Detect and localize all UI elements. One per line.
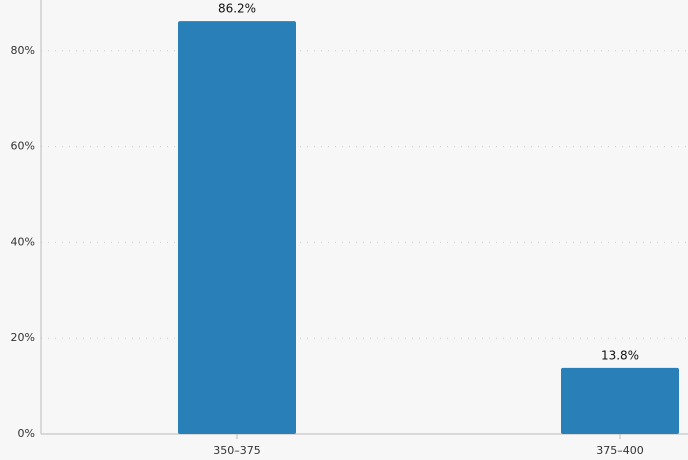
y-tick-label: 40% <box>11 235 35 248</box>
y-tick-label: 20% <box>11 331 35 344</box>
bar <box>178 21 296 434</box>
value-label: 86.2% <box>218 2 256 16</box>
y-tick-label: 0% <box>18 427 35 440</box>
x-tick-label: 350–375 <box>213 444 261 457</box>
y-tick-label: 80% <box>11 44 35 57</box>
bar <box>561 367 679 434</box>
y-tick-label: 60% <box>11 140 35 153</box>
x-tick-label: 375–400 <box>596 444 644 457</box>
value-label: 13.8% <box>601 348 639 362</box>
